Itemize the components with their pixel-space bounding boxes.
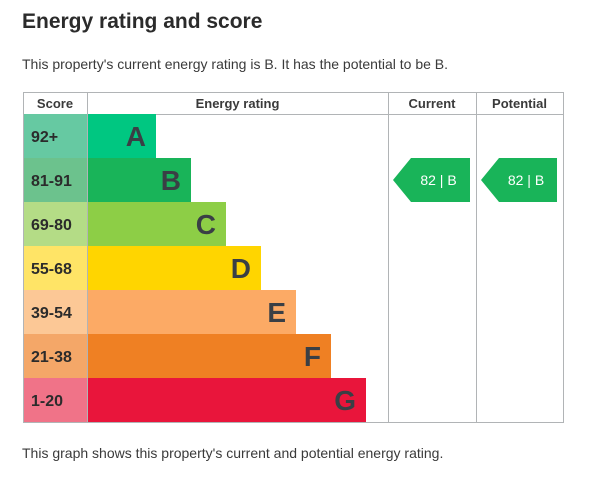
band-bar-a xyxy=(88,114,156,158)
score-cell-c xyxy=(24,202,87,246)
band-bar-d xyxy=(88,246,261,290)
score-range-g: 1-20 xyxy=(31,393,63,410)
score-range-d: 55-68 xyxy=(31,261,72,278)
current-rating-label: 82 | B xyxy=(420,172,456,188)
score-range-c: 69-80 xyxy=(31,217,72,234)
band-letter-a: A xyxy=(126,121,146,152)
chart-caption: This graph shows this property's current… xyxy=(22,445,444,461)
band-letter-e: E xyxy=(267,297,286,328)
score-cell-a xyxy=(24,114,87,158)
band-letter-b: B xyxy=(161,165,181,196)
band-bar-f xyxy=(88,334,331,378)
score-cell-d xyxy=(24,246,87,290)
current-rating-arrow xyxy=(393,158,470,202)
score-range-e: 39-54 xyxy=(31,305,72,322)
header-energy-rating: Energy rating xyxy=(196,96,280,111)
chart-frame xyxy=(23,92,564,423)
header-current: Current xyxy=(409,96,457,111)
score-cell-b xyxy=(24,158,87,202)
score-cell-e xyxy=(24,290,87,334)
score-cell-g xyxy=(24,378,87,422)
page-title: Energy rating and score xyxy=(22,10,263,33)
band-letter-g: G xyxy=(334,385,356,416)
band-bar-g xyxy=(88,378,366,422)
potential-rating-label: 82 | B xyxy=(508,172,544,188)
header-potential: Potential xyxy=(492,96,547,111)
band-bar-e xyxy=(88,290,296,334)
score-cell-f xyxy=(24,334,87,378)
band-letter-f: F xyxy=(304,341,321,372)
potential-rating-arrow xyxy=(481,158,557,202)
band-letter-c: C xyxy=(196,209,216,240)
band-letter-d: D xyxy=(231,253,251,284)
score-range-a: 92+ xyxy=(31,129,58,146)
score-range-f: 21-38 xyxy=(31,349,72,366)
band-bar-c xyxy=(88,202,226,246)
band-bar-b xyxy=(88,158,191,202)
header-score: Score xyxy=(37,96,73,111)
score-range-b: 81-91 xyxy=(31,173,72,190)
rating-summary: This property's current energy rating is… xyxy=(22,56,449,72)
